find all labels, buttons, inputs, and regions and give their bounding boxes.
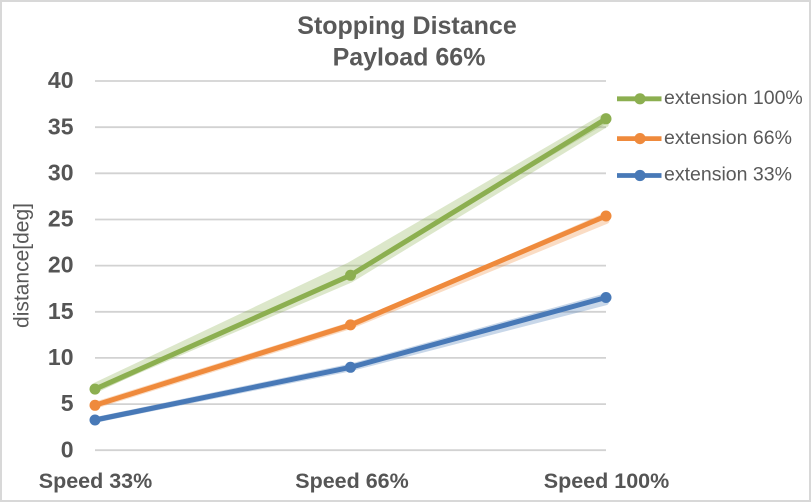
svg-text:5: 5	[61, 390, 74, 416]
svg-text:15: 15	[48, 298, 74, 324]
svg-text:Speed 33%: Speed 33%	[39, 469, 153, 493]
svg-text:30: 30	[48, 159, 74, 185]
svg-text:extension 33%: extension 33%	[664, 164, 792, 186]
svg-text:20: 20	[48, 252, 74, 278]
svg-text:extension 66%: extension 66%	[664, 127, 792, 149]
svg-text:10: 10	[48, 344, 74, 370]
svg-text:Speed 66%: Speed 66%	[295, 469, 409, 493]
svg-text:Speed 100%: Speed 100%	[544, 469, 669, 493]
svg-text:extension 100%: extension 100%	[664, 87, 803, 109]
svg-text:35: 35	[48, 113, 74, 139]
svg-text:Payload 66%: Payload 66%	[333, 44, 486, 72]
svg-text:Stopping Distance: Stopping Distance	[297, 12, 517, 40]
svg-text:25: 25	[48, 206, 74, 232]
svg-text:distance[deg]: distance[deg]	[11, 203, 34, 328]
svg-text:0: 0	[61, 436, 74, 462]
svg-text:40: 40	[48, 67, 74, 93]
